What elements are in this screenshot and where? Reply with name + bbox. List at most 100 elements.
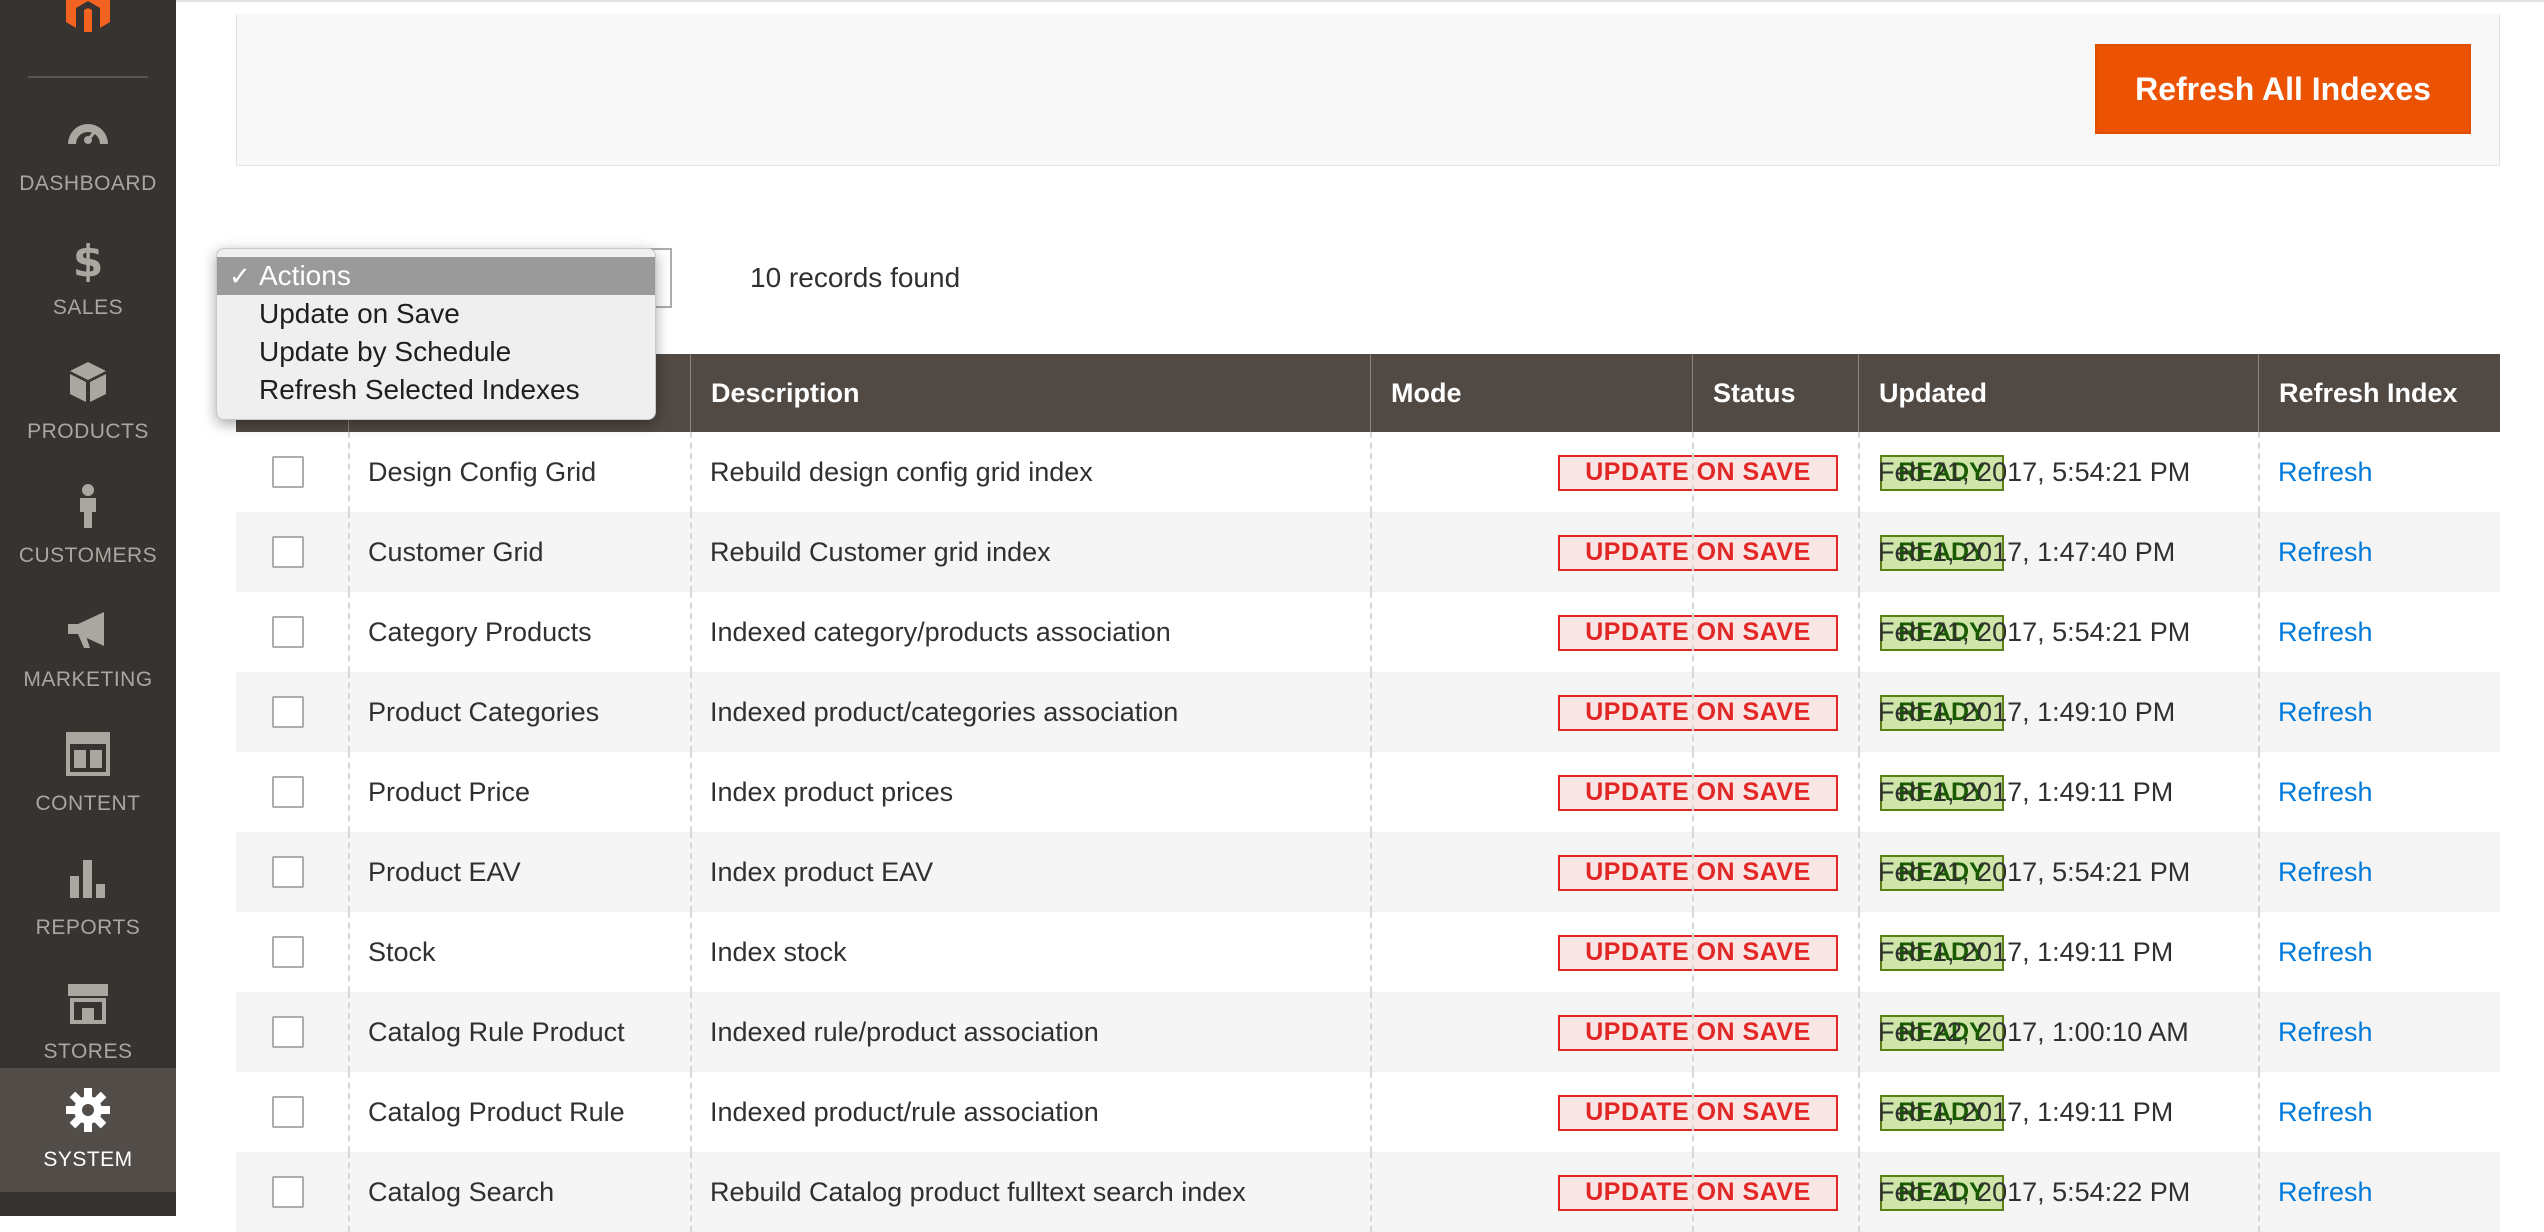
- updated-timestamp: Feb 1, 2017, 1:49:11 PM: [1878, 777, 2174, 807]
- refresh-link[interactable]: Refresh: [2278, 857, 2373, 887]
- column-separator: [1858, 512, 1860, 592]
- row-select-checkbox[interactable]: [272, 456, 304, 488]
- nav-label: DASHBOARD: [19, 172, 157, 195]
- column-separator: [2258, 912, 2260, 992]
- column-header-updated[interactable]: Updated: [1858, 354, 2258, 432]
- indexer-description: Rebuild design config grid index: [710, 457, 1093, 487]
- row-select-checkbox[interactable]: [272, 776, 304, 808]
- column-separator: [1692, 912, 1694, 992]
- indexer-name: Catalog Rule Product: [368, 1017, 625, 1047]
- table-row: Category Products Indexed category/produc…: [236, 592, 2500, 672]
- column-separator: [2258, 832, 2260, 912]
- indexer-description: Indexed product/rule association: [710, 1097, 1099, 1127]
- column-separator: [690, 1072, 692, 1152]
- updated-timestamp: Feb 1, 2017, 1:49:10 PM: [1878, 697, 2176, 727]
- nav-label: CONTENT: [35, 792, 141, 815]
- dropdown-option-update-on-save[interactable]: Update on Save: [259, 298, 460, 329]
- nav-item-sales[interactable]: $ SALES: [0, 216, 176, 340]
- refresh-link[interactable]: Refresh: [2278, 1017, 2373, 1047]
- column-separator: [1858, 1152, 1860, 1232]
- column-separator: [348, 912, 350, 992]
- column-separator: [1370, 912, 1372, 992]
- dropdown-option-refresh-selected-indexes[interactable]: Refresh Selected Indexes: [259, 374, 580, 405]
- indexer-description: Rebuild Catalog product fulltext search …: [710, 1177, 1246, 1207]
- nav-item-marketing[interactable]: MARKETING: [0, 588, 176, 712]
- nav-item-content[interactable]: CONTENT: [0, 712, 176, 836]
- gear-icon: [66, 1088, 110, 1132]
- column-separator: [2258, 1072, 2260, 1152]
- refresh-link[interactable]: Refresh: [2278, 937, 2373, 967]
- column-separator: [2258, 512, 2260, 592]
- indexer-description: Index stock: [710, 937, 847, 967]
- table-row: Catalog Search Rebuild Catalog product fu…: [236, 1152, 2500, 1232]
- refresh-link[interactable]: Refresh: [2278, 617, 2373, 647]
- column-separator: [348, 592, 350, 672]
- column-separator: [348, 432, 350, 512]
- column-separator: [690, 832, 692, 912]
- row-select-checkbox[interactable]: [272, 536, 304, 568]
- column-header-status[interactable]: Status: [1692, 354, 1858, 432]
- row-select-checkbox[interactable]: [272, 1016, 304, 1048]
- nav-item-products[interactable]: PRODUCTS: [0, 340, 176, 464]
- updated-timestamp: Feb 1, 2017, 1:49:11 PM: [1878, 1097, 2174, 1127]
- updated-timestamp: Feb 1, 2017, 1:49:11 PM: [1878, 937, 2174, 967]
- updated-timestamp: Feb 21, 2017, 5:54:21 PM: [1878, 457, 2191, 487]
- nav-item-stores[interactable]: STORES: [0, 960, 176, 1084]
- refresh-link[interactable]: Refresh: [2278, 1177, 2373, 1207]
- refresh-link[interactable]: Refresh: [2278, 457, 2373, 487]
- column-separator: [1370, 752, 1372, 832]
- admin-sidebar: DASHBOARD $ SALES PRODUCTS CUSTOMERS MAR…: [0, 0, 176, 1216]
- column-separator: [348, 512, 350, 592]
- updated-timestamp: Feb 21, 2017, 5:54:21 PM: [1878, 857, 2191, 887]
- indexer-name: Stock: [368, 937, 436, 967]
- option-label: Actions: [259, 260, 351, 291]
- mode-badge: UPDATE ON SAVE: [1558, 695, 1838, 731]
- column-header-refresh-index[interactable]: Refresh Index: [2258, 354, 2500, 432]
- refresh-all-indexes-button[interactable]: Refresh All Indexes: [2095, 44, 2471, 134]
- refresh-link[interactable]: Refresh: [2278, 777, 2373, 807]
- refresh-link[interactable]: Refresh: [2278, 1097, 2373, 1127]
- indexer-description: Index product EAV: [710, 857, 934, 887]
- column-separator: [348, 672, 350, 752]
- column-separator: [1858, 912, 1860, 992]
- nav-label: SALES: [52, 296, 124, 319]
- column-separator: [2258, 1152, 2260, 1232]
- table-row: Stock Index stock UPDATE ON SAVE READY Feb 1…: [236, 912, 2500, 992]
- status-badge: READY: [1880, 1175, 2004, 1211]
- indexer-name: Category Products: [368, 617, 592, 647]
- row-select-checkbox[interactable]: [272, 1096, 304, 1128]
- column-separator: [690, 672, 692, 752]
- column-separator: [2258, 592, 2260, 672]
- column-separator: [1858, 832, 1860, 912]
- nav-item-system[interactable]: SYSTEM: [0, 1068, 176, 1192]
- box-icon: [70, 362, 106, 402]
- dropdown-option-update-by-schedule[interactable]: Update by Schedule: [259, 336, 512, 367]
- column-separator: [348, 1072, 350, 1152]
- mode-badge: UPDATE ON SAVE: [1558, 855, 1838, 891]
- column-header-description[interactable]: Description: [690, 354, 1370, 432]
- megaphone-icon: [68, 612, 104, 648]
- refresh-link[interactable]: Refresh: [2278, 697, 2373, 727]
- table-row: Product EAV Index product EAV UPDATE ON SA…: [236, 832, 2500, 912]
- indexer-name: Design Config Grid: [368, 457, 597, 487]
- row-select-checkbox[interactable]: [272, 856, 304, 888]
- column-header-mode[interactable]: Mode: [1370, 354, 1692, 432]
- nav-label: STORES: [43, 1040, 133, 1063]
- dropdown-option-actions[interactable]: ✓ Actions: [217, 257, 655, 295]
- row-select-checkbox[interactable]: [272, 936, 304, 968]
- row-select-checkbox[interactable]: [272, 1176, 304, 1208]
- updated-timestamp: Feb 21, 2017, 5:54:22 PM: [1878, 1177, 2191, 1207]
- nav-item-dashboard[interactable]: DASHBOARD: [0, 92, 176, 216]
- nav-item-customers[interactable]: CUSTOMERS: [0, 464, 176, 588]
- magento-logo[interactable]: [56, 0, 120, 32]
- row-select-checkbox[interactable]: [272, 696, 304, 728]
- indexer-name: Product Price: [368, 777, 531, 807]
- indexer-name: Customer Grid: [368, 537, 544, 567]
- refresh-link[interactable]: Refresh: [2278, 537, 2373, 567]
- indexer-name: Catalog Product Rule: [368, 1097, 625, 1127]
- column-separator: [1858, 992, 1860, 1072]
- row-select-checkbox[interactable]: [272, 616, 304, 648]
- column-separator: [2258, 432, 2260, 512]
- mass-action-dropdown-menu: ✓ Actions Update on Save Update by Sched…: [216, 248, 656, 420]
- nav-item-reports[interactable]: REPORTS: [0, 836, 176, 960]
